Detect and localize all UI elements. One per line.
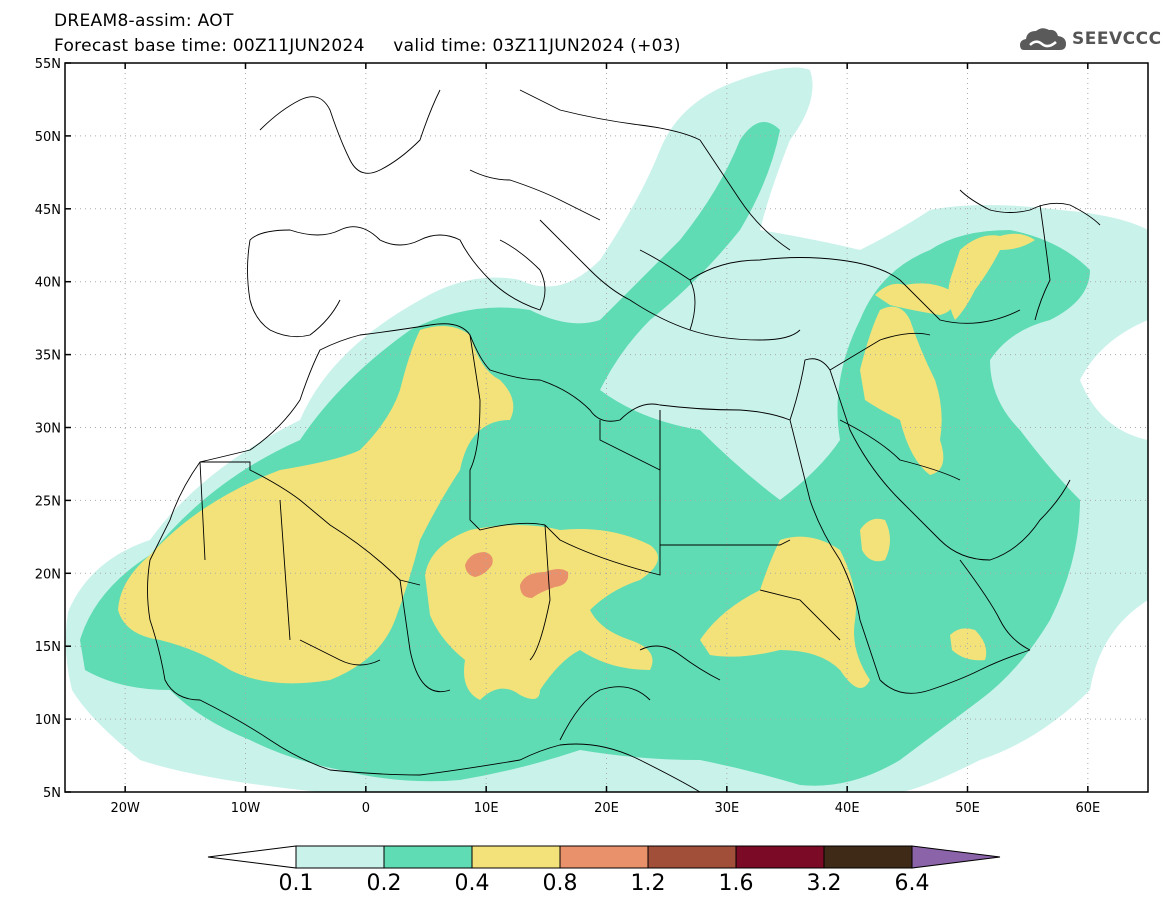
colorbar-segment bbox=[295, 845, 385, 869]
colorbar-low-extension bbox=[207, 845, 297, 869]
colorbar-segment bbox=[471, 845, 561, 869]
lat-tick-label: 25N bbox=[35, 494, 61, 509]
aot-level-0.4-region bbox=[948, 233, 1035, 320]
colorbar-segment bbox=[735, 845, 825, 869]
lon-tick-label: 0 bbox=[362, 801, 370, 816]
lat-tick-label: 45N bbox=[35, 203, 61, 218]
aot-level-0.4-region bbox=[700, 536, 870, 688]
lon-tick-label: 10E bbox=[474, 801, 499, 816]
latitude-axis: 55N 50N 45N 40N 35N 30N 25N 20N 15N 10N 5N bbox=[35, 57, 71, 801]
colorbar-segment bbox=[383, 845, 473, 869]
aot-contours bbox=[65, 67, 1148, 792]
longitude-axis: 20W 10W 0 10E 20E 30E 40E 50E 60E bbox=[110, 63, 1100, 816]
colorbar-level-label: 3.2 bbox=[806, 871, 842, 896]
aot-level-0.8-region bbox=[520, 569, 569, 598]
lon-tick-label: 10W bbox=[231, 801, 261, 816]
forecast-time-info: Forecast base time: 00Z11JUN2024 valid t… bbox=[54, 36, 681, 56]
colorbar-level-label: 0.1 bbox=[278, 871, 314, 896]
logo-text: SEEVCCC bbox=[1072, 29, 1162, 49]
colorbar-level-label: 1.2 bbox=[630, 871, 666, 896]
lat-tick-label: 5N bbox=[43, 786, 61, 801]
lat-tick-label: 20N bbox=[35, 567, 61, 582]
colorbar-level-label: 0.2 bbox=[366, 871, 402, 896]
cloud-logo-icon bbox=[1020, 28, 1066, 50]
lat-tick-label: 50N bbox=[35, 130, 61, 145]
lat-tick-label: 10N bbox=[35, 713, 61, 728]
aot-level-0.4-region bbox=[860, 306, 944, 475]
lon-tick-label: 50E bbox=[955, 801, 980, 816]
colorbar-level-label: 0.8 bbox=[542, 871, 578, 896]
colorbar-level-label: 0.4 bbox=[454, 871, 490, 896]
map-title: DREAM8-assim: AOT bbox=[54, 11, 234, 31]
lat-tick-label: 40N bbox=[35, 276, 61, 291]
lat-tick-label: 35N bbox=[35, 349, 61, 364]
aot-level-0.4-region bbox=[118, 326, 514, 684]
coastlines-and-borders bbox=[147, 89, 1101, 792]
lon-tick-label: 30E bbox=[714, 801, 739, 816]
colorbar-segment bbox=[647, 845, 737, 869]
aot-level-0.4-region bbox=[860, 518, 890, 562]
lat-tick-label: 55N bbox=[35, 57, 61, 72]
colorbar-level-label: 6.4 bbox=[894, 871, 930, 896]
colorbar-segment bbox=[823, 845, 913, 869]
lon-tick-label: 60E bbox=[1075, 801, 1100, 816]
aot-level-0.4-region bbox=[950, 628, 987, 661]
map-grid bbox=[65, 63, 1148, 792]
colorbar-level-label: 1.6 bbox=[718, 871, 754, 896]
lon-tick-label: 20W bbox=[110, 801, 140, 816]
aot-level-0.4-region bbox=[875, 283, 954, 315]
lat-tick-label: 15N bbox=[35, 640, 61, 655]
lon-tick-label: 20E bbox=[594, 801, 619, 816]
aot-colorbar bbox=[207, 845, 1001, 869]
colorbar-segment bbox=[559, 845, 649, 869]
lat-tick-label: 30N bbox=[35, 422, 61, 437]
lon-tick-label: 40E bbox=[835, 801, 860, 816]
colorbar-high-extension bbox=[911, 845, 1001, 869]
